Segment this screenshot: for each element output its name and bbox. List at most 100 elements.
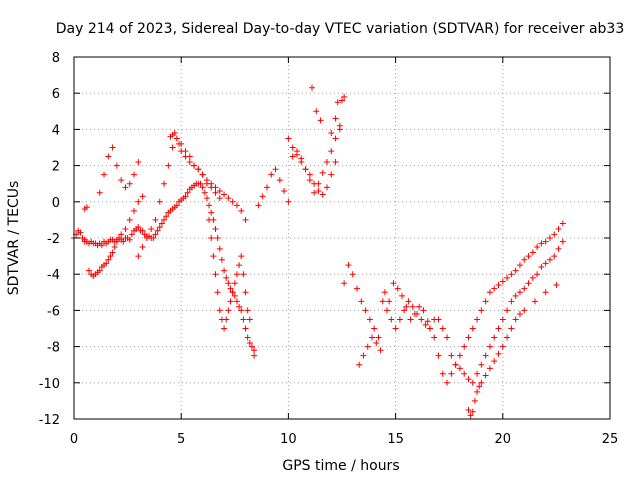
- data-point: [354, 285, 361, 292]
- data-point: [229, 198, 236, 205]
- data-point: [360, 352, 367, 359]
- data-point: [403, 303, 410, 310]
- data-point: [409, 303, 416, 310]
- data-point: [379, 298, 386, 305]
- data-point: [426, 325, 433, 332]
- data-point: [101, 171, 108, 178]
- data-point: [491, 358, 498, 365]
- data-point: [276, 177, 283, 184]
- data-point: [482, 372, 489, 379]
- data-point: [182, 153, 189, 160]
- data-point: [122, 184, 129, 191]
- data-point: [392, 325, 399, 332]
- data-point: [128, 231, 135, 238]
- data-point: [131, 171, 138, 178]
- data-point: [516, 262, 523, 269]
- data-point: [199, 184, 206, 191]
- data-point: [551, 253, 558, 260]
- data-point: [345, 262, 352, 269]
- data-point: [384, 307, 391, 314]
- data-point: [156, 198, 163, 205]
- data-point: [225, 307, 232, 314]
- data-point: [148, 225, 155, 232]
- data-point: [156, 224, 163, 231]
- data-point: [165, 162, 172, 169]
- data-point: [521, 256, 528, 263]
- data-point: [169, 144, 176, 151]
- data-point: [422, 321, 429, 328]
- data-point: [242, 325, 249, 332]
- data-point: [332, 135, 339, 142]
- data-point: [242, 216, 249, 223]
- data-point: [251, 347, 258, 354]
- data-point: [268, 171, 275, 178]
- data-point: [184, 189, 191, 196]
- data-point: [512, 267, 519, 274]
- y-tick-label: -4: [47, 268, 60, 283]
- axis-ticks: [73, 56, 611, 420]
- data-point: [210, 253, 217, 260]
- data-point: [504, 307, 511, 314]
- data-point: [173, 135, 180, 142]
- data-point: [499, 316, 506, 323]
- data-point: [469, 408, 476, 415]
- data-point: [116, 235, 123, 241]
- data-point: [534, 244, 541, 251]
- data-point: [529, 274, 536, 281]
- data-point: [86, 267, 93, 274]
- data-point: [233, 298, 240, 305]
- y-tick-label: 8: [52, 51, 60, 66]
- data-point: [516, 289, 523, 296]
- data-point: [231, 280, 238, 287]
- data-point: [206, 216, 213, 223]
- data-point: [201, 189, 208, 196]
- data-point: [244, 307, 251, 314]
- data-point: [242, 289, 249, 296]
- data-point: [444, 379, 451, 386]
- data-point: [474, 316, 481, 323]
- data-point: [339, 97, 345, 104]
- data-point: [512, 292, 519, 299]
- data-point: [396, 316, 403, 323]
- data-point: [126, 180, 133, 187]
- data-point: [366, 316, 373, 323]
- data-point: [216, 187, 223, 194]
- data-point: [386, 298, 393, 305]
- y-tick-label: -8: [47, 341, 60, 356]
- data-point: [420, 307, 427, 314]
- data-point: [456, 365, 463, 372]
- data-point: [469, 379, 476, 386]
- data-point: [233, 271, 240, 278]
- data-point: [221, 325, 228, 332]
- data-point: [486, 365, 493, 372]
- data-point: [111, 244, 118, 251]
- data-point: [390, 280, 397, 287]
- data-point: [216, 245, 223, 252]
- data-point: [525, 280, 532, 287]
- data-point: [311, 189, 318, 196]
- data-point: [246, 339, 253, 346]
- data-point: [113, 238, 120, 245]
- y-tick-label: 2: [52, 160, 60, 175]
- x-tick-label: 20: [495, 432, 512, 447]
- data-point: [135, 198, 142, 205]
- data-point: [474, 388, 481, 395]
- data-point: [538, 240, 545, 247]
- data-point: [328, 171, 335, 178]
- data-point: [285, 198, 292, 205]
- data-point: [203, 177, 210, 184]
- data-point: [126, 236, 133, 243]
- data-point: [96, 189, 103, 196]
- data-point: [223, 274, 230, 281]
- data-point: [212, 271, 219, 278]
- y-tick-label: 0: [52, 196, 60, 211]
- data-point: [251, 352, 258, 359]
- data-point: [118, 177, 125, 184]
- data-point: [508, 298, 515, 305]
- data-point: [315, 187, 322, 194]
- data-point: [407, 316, 414, 323]
- data-point: [298, 158, 305, 165]
- x-tick-label: 15: [387, 432, 404, 447]
- data-point: [529, 249, 536, 256]
- data-point: [285, 135, 292, 142]
